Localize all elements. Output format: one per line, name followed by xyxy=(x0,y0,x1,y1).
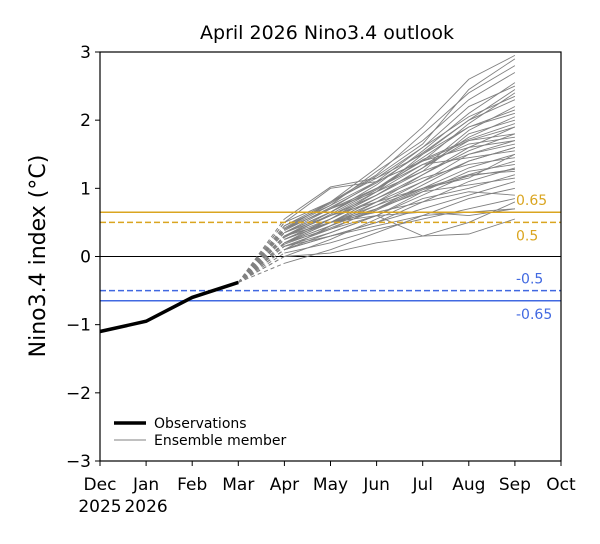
x-tick-label: Sep xyxy=(499,475,531,495)
ensemble-connector-23 xyxy=(237,222,285,283)
ensemble-member-33 xyxy=(284,164,515,247)
ensemble-member-18 xyxy=(284,198,515,254)
x-tick-year-label: 2025 xyxy=(78,497,121,517)
observations-line xyxy=(99,280,239,334)
x-tick-label: Jul xyxy=(411,475,433,495)
ensemble-connector-41 xyxy=(237,227,285,283)
legend-label: Ensemble member xyxy=(154,433,286,449)
ensemble-connector-37 xyxy=(237,232,285,283)
threshold-label-0.5: 0.5 xyxy=(516,228,538,244)
ensemble-connector-30 xyxy=(237,225,285,283)
x-tick-label: Feb xyxy=(177,475,207,495)
x-tick-label: Aug xyxy=(452,475,485,495)
ensemble-member-42 xyxy=(284,123,516,238)
ensemble-member-32 xyxy=(284,136,515,237)
ensemble-member-40 xyxy=(284,109,516,220)
x-tick-label: Jun xyxy=(362,475,390,495)
ensemble-member-44 xyxy=(284,89,516,231)
x-tick-year-label: 2026 xyxy=(124,497,167,517)
ensemble-connector-44 xyxy=(237,230,285,283)
ensemble-connector-36 xyxy=(238,249,285,283)
ensemble-member-23 xyxy=(284,95,516,223)
ensemble-member-43 xyxy=(284,168,515,245)
y-tick-label: 0 xyxy=(80,248,91,268)
ensemble-member-28 xyxy=(284,157,515,237)
ensemble-member-13 xyxy=(284,112,516,237)
x-tick-label: Mar xyxy=(222,475,254,495)
threshold-label--0.65: -0.65 xyxy=(516,307,552,323)
ensemble-member-5 xyxy=(284,218,516,257)
chart-title: April 2026 Nino3.4 outlook xyxy=(200,22,454,44)
threshold-label--0.5: -0.5 xyxy=(516,272,543,288)
ensemble-member-31 xyxy=(284,191,515,244)
ensemble-member-2 xyxy=(284,65,516,230)
legend-label: Observations xyxy=(154,416,247,432)
ensemble-member-35 xyxy=(284,106,516,240)
ensemble-member-30 xyxy=(284,72,516,227)
ensemble-member-10 xyxy=(284,55,516,227)
y-tick-label: −3 xyxy=(66,452,91,472)
ensemble-connector-42 xyxy=(237,237,285,283)
ensemble-member-27 xyxy=(284,201,516,244)
ensemble-member-8 xyxy=(284,153,516,247)
ensemble-member-29 xyxy=(284,174,516,257)
y-tick-label: 3 xyxy=(80,43,91,63)
x-tick-label: Oct xyxy=(546,475,576,495)
ensemble-member-15 xyxy=(284,160,516,251)
y-tick-label: −1 xyxy=(66,316,91,336)
ensemble-connector-12 xyxy=(238,262,285,283)
ensemble-connector-29 xyxy=(238,256,285,283)
y-axis-label: Nino3.4 index (°C) xyxy=(26,155,51,358)
ensemble-connector-43 xyxy=(237,243,285,283)
y-tick-label: −2 xyxy=(66,384,91,404)
y-tick-label: 1 xyxy=(80,179,91,199)
y-tick-label: 2 xyxy=(80,111,91,131)
ensemble-member-14 xyxy=(284,140,515,230)
threshold-label-0.65: 0.65 xyxy=(516,193,547,209)
x-tick-label: May xyxy=(313,475,348,495)
ensemble-connector-40 xyxy=(237,218,285,283)
x-tick-label: Dec xyxy=(84,475,117,495)
x-tick-label: Jan xyxy=(132,475,159,495)
x-tick-label: Apr xyxy=(270,475,299,495)
ensemble-member-39 xyxy=(284,153,516,237)
ensemble-member-41 xyxy=(284,58,516,229)
